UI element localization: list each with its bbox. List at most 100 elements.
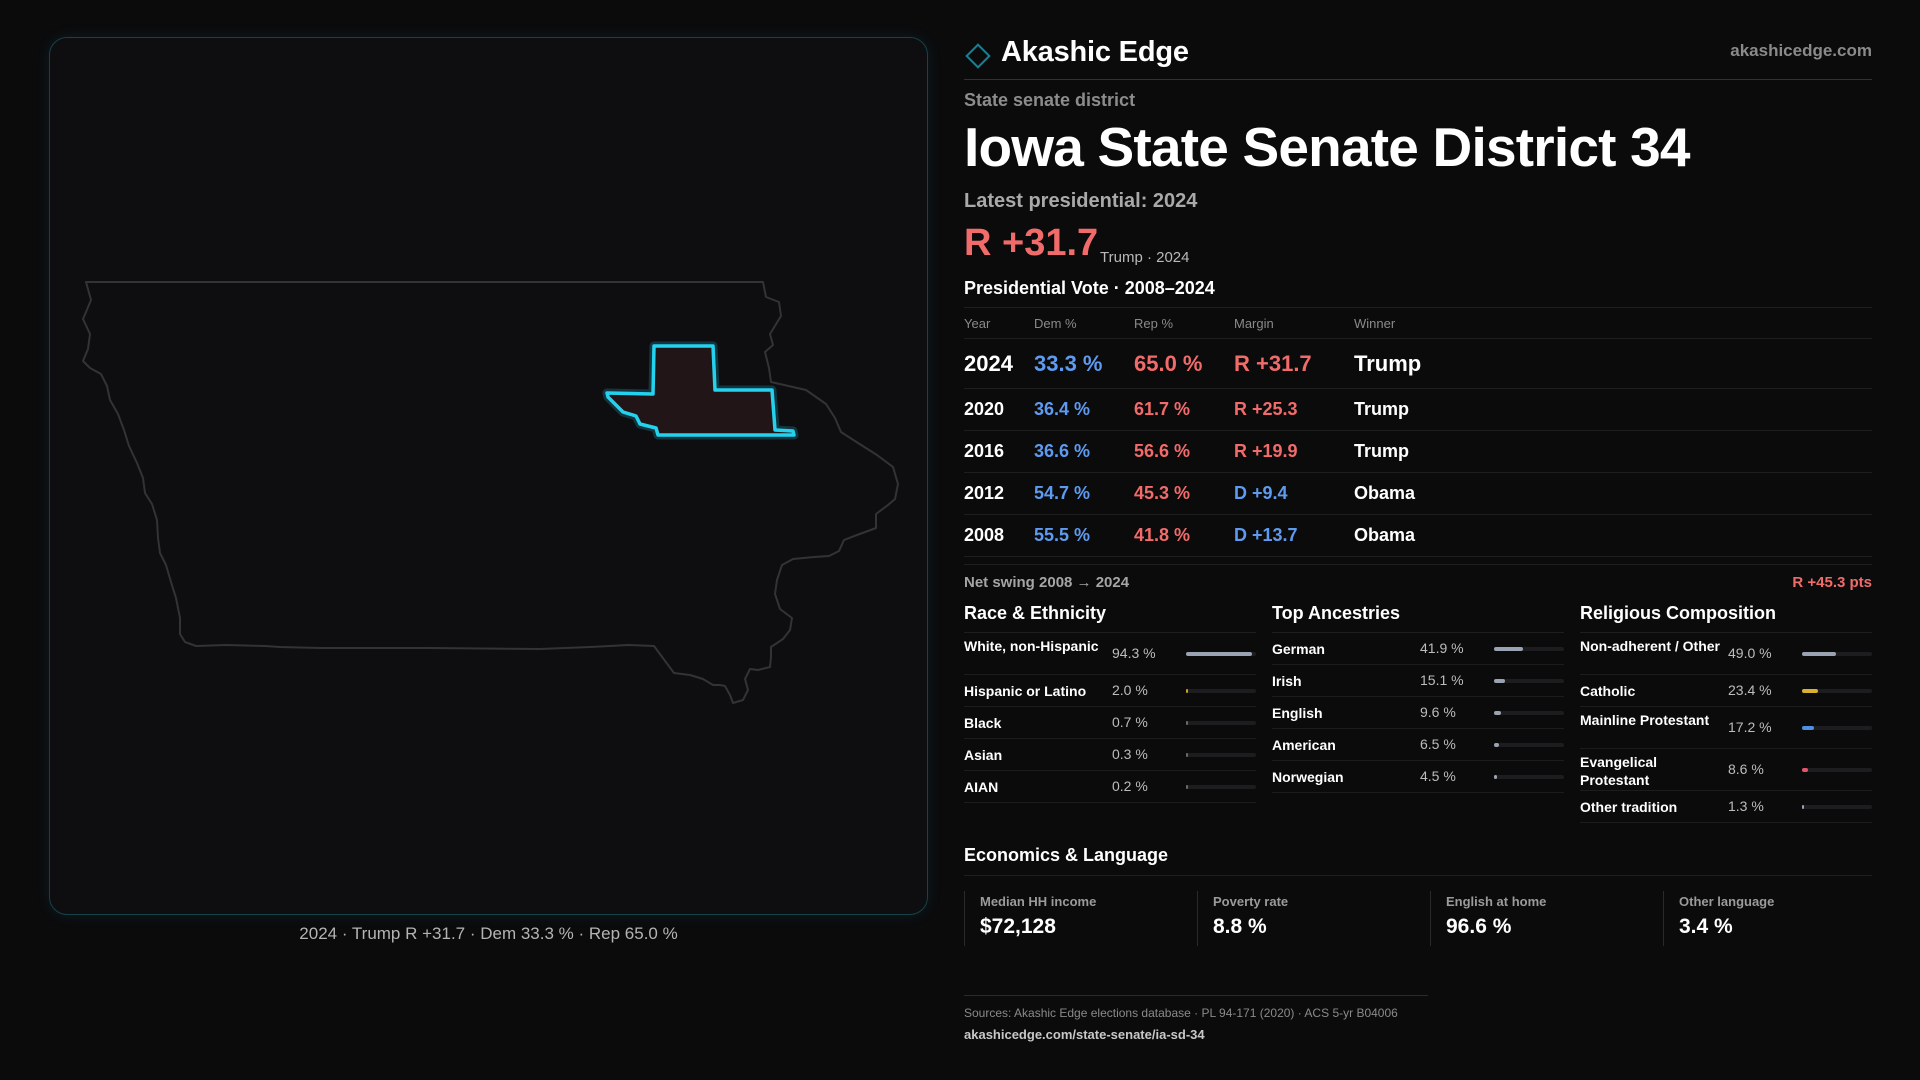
demographic-value: 8.6 % [1728, 761, 1764, 777]
demographic-bar-track [1186, 785, 1256, 789]
cell-year: 2016 [964, 430, 1034, 473]
latest-presidential-label: Latest presidential: 2024 [964, 190, 1198, 212]
econ-card-label: Other language [1679, 894, 1775, 909]
demographic-bar-track [1802, 652, 1872, 656]
demographic-bar-track [1186, 721, 1256, 725]
demographic-bar-fill [1494, 679, 1505, 683]
demographic-bar-fill [1186, 652, 1252, 656]
demographic-label: Hispanic or Latino [964, 683, 1087, 699]
brand-name[interactable]: Akashic Edge [1001, 36, 1189, 68]
race-ethnicity-section: Race & Ethnicity White, non-Hispanic 94.3… [964, 603, 1256, 803]
cell-winner: Obama [1354, 514, 1872, 557]
table-header-row: Year Dem % Rep % Margin Winner [964, 307, 1872, 339]
demographic-bar-fill [1186, 753, 1188, 757]
demographic-label: Non-adherent / Other [1580, 638, 1721, 654]
econ-card-english-at-home: English at home 96.6 % [1430, 891, 1645, 946]
demographic-row: Mainline Protestant 17.2 % [1580, 707, 1872, 749]
cell-year: 2008 [964, 514, 1034, 557]
demographic-value: 9.6 % [1420, 704, 1456, 720]
demographic-label: AIAN [964, 779, 999, 795]
demographic-row: Non-adherent / Other 49.0 % [1580, 633, 1872, 675]
economics-language-title: Economics & Language [964, 845, 1872, 876]
cell-rep: 56.6 % [1134, 430, 1234, 473]
iowa-state-outline [82, 281, 899, 704]
demographic-label: Norwegian [1272, 769, 1344, 785]
demographic-bar-track [1494, 679, 1564, 683]
table-row: 2024 33.3 % 65.0 % R +31.7 Trump [964, 338, 1872, 389]
religious-composition-title: Religious Composition [1580, 603, 1872, 633]
demographic-bar-track [1186, 652, 1256, 656]
district-type-label: State senate district [964, 90, 1136, 110]
econ-card-label: Poverty rate [1213, 894, 1289, 909]
demographic-bar-fill [1494, 743, 1499, 747]
demographic-bar-fill [1802, 652, 1837, 656]
column-header-winner: Winner [1354, 307, 1872, 339]
demographic-row: Black 0.7 % [964, 707, 1256, 739]
presidential-vote-title: Presidential Vote · 2008–2024 [964, 278, 1215, 298]
cell-margin: D +13.7 [1234, 514, 1354, 557]
table-row: 2012 54.7 % 45.3 % D +9.4 Obama [964, 472, 1872, 515]
demographic-value: 41.9 % [1420, 640, 1464, 656]
demographic-label: Black [964, 715, 1002, 731]
demographic-value: 23.4 % [1728, 682, 1772, 698]
map-panel[interactable] [49, 37, 928, 915]
demographic-label: Irish [1272, 673, 1302, 689]
econ-card-poverty-rate: Poverty rate 8.8 % [1197, 891, 1412, 946]
brand-url-link[interactable]: akashicedge.com [1730, 41, 1872, 60]
info-panel: Akashic Edge akashicedge.com State senat… [964, 0, 1872, 1080]
cell-rep: 65.0 % [1134, 338, 1234, 389]
demographic-value: 49.0 % [1728, 645, 1772, 661]
demographic-label: Asian [964, 747, 1003, 763]
cell-winner: Trump [1354, 338, 1872, 389]
footer-url-link[interactable]: akashicedge.com/state-senate/ia-sd-34 [964, 1027, 1205, 1042]
headline-margin-sub: Trump · 2024 [1100, 249, 1190, 266]
demographic-value: 0.2 % [1112, 778, 1148, 794]
demographic-label: Mainline Protestant [1580, 712, 1710, 728]
diamond-outline-icon [965, 43, 991, 69]
demographic-label: Catholic [1580, 683, 1636, 699]
demographic-value: 17.2 % [1728, 719, 1772, 735]
demographic-bar-track [1802, 689, 1872, 693]
demographic-bar-fill [1494, 711, 1501, 715]
cell-margin: R +25.3 [1234, 388, 1354, 431]
demographic-bar-track [1494, 711, 1564, 715]
cell-dem: 36.6 % [1034, 430, 1134, 473]
demographic-row: Other tradition 1.3 % [1580, 791, 1872, 823]
district-34-shape[interactable] [605, 344, 796, 437]
demographic-bar-track [1494, 743, 1564, 747]
demographic-row: Hispanic or Latino 2.0 % [964, 675, 1256, 707]
econ-card-other-language: Other language 3.4 % [1663, 891, 1878, 946]
demographic-value: 0.3 % [1112, 746, 1148, 762]
footer: Sources: Akashic Edge elections database… [964, 995, 1428, 1042]
table-row: 2020 36.4 % 61.7 % R +25.3 Trump [964, 388, 1872, 431]
demographic-bar-track [1802, 768, 1872, 772]
demographic-row: AIAN 0.2 % [964, 771, 1256, 803]
demographic-bar-track [1802, 805, 1872, 809]
demographic-bar-track [1494, 647, 1564, 651]
demographic-bar-fill [1802, 768, 1809, 772]
cell-margin: R +19.9 [1234, 430, 1354, 473]
cell-margin: D +9.4 [1234, 472, 1354, 515]
cell-year: 2024 [964, 338, 1034, 389]
demographic-row: Catholic 23.4 % [1580, 675, 1872, 707]
demographic-bar-track [1186, 753, 1256, 757]
district-map[interactable] [50, 38, 929, 916]
cell-dem: 54.7 % [1034, 472, 1134, 515]
cell-winner: Trump [1354, 388, 1872, 431]
top-ancestries-section: Top Ancestries German 41.9 % Irish 15.1 % En… [1272, 603, 1564, 793]
econ-card-median-income: Median HH income $72,128 [964, 891, 1179, 946]
demographic-bar-fill [1186, 689, 1188, 693]
demographic-bar-fill [1802, 805, 1804, 809]
page-title: Iowa State Senate District 34 [964, 116, 1691, 178]
econ-card-value: 3.4 % [1679, 915, 1733, 938]
demographic-label: American [1272, 737, 1336, 753]
demographic-label: English [1272, 705, 1323, 721]
cell-dem: 55.5 % [1034, 514, 1134, 557]
demographic-value: 15.1 % [1420, 672, 1464, 688]
cell-year: 2012 [964, 472, 1034, 515]
demographic-bar-fill [1802, 726, 1815, 730]
demographic-bar-fill [1494, 647, 1524, 651]
map-caption: 2024 · Trump R +31.7 · Dem 33.3 % · Rep … [299, 924, 678, 943]
demographic-row: Norwegian 4.5 % [1272, 761, 1564, 793]
net-swing-label: Net swing 2008 → 2024 [964, 574, 1130, 591]
